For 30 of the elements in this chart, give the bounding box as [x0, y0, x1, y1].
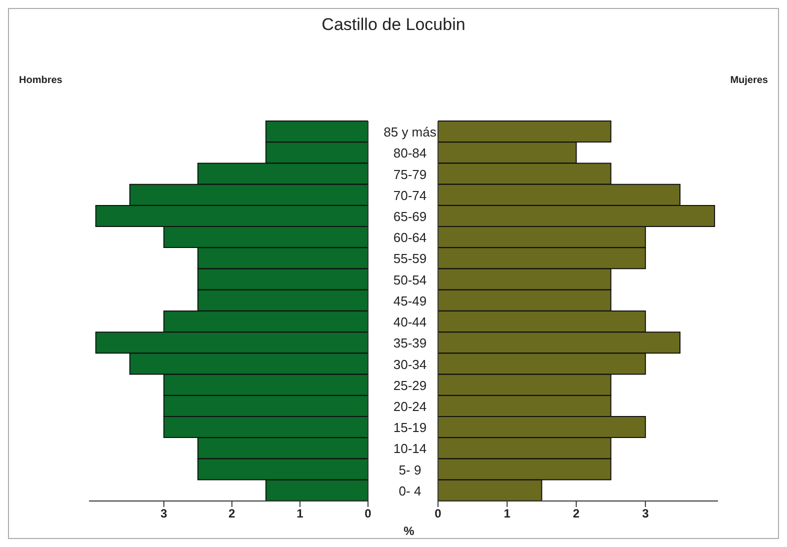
- y-tick-label: 5- 9: [398, 462, 422, 478]
- y-tick-label: 50-54: [393, 272, 427, 288]
- x-tick-label: 2: [572, 506, 580, 521]
- x-tick-label: 2: [228, 506, 236, 521]
- x-axis-title: %: [402, 524, 416, 538]
- y-tick-label: 45-49: [393, 293, 427, 308]
- y-tick-label: 25-29: [393, 378, 427, 393]
- x-tick-label: 0: [364, 506, 372, 521]
- y-tick-label: 85 y más: [384, 124, 437, 140]
- x-tick-label: 1: [296, 506, 304, 521]
- y-tick-label: 70-74: [393, 188, 427, 203]
- x-tick-label: 0: [434, 506, 442, 521]
- x-tick-label: 3: [642, 506, 650, 521]
- text: Hombres: [19, 75, 62, 86]
- y-tick-label: 55-59: [393, 251, 427, 266]
- y-tick-label: 75-79: [393, 166, 427, 182]
- y-tick-label: 60-64: [393, 230, 427, 246]
- x-tick-label: 3: [160, 506, 168, 521]
- y-tick-label: 30-34: [393, 356, 427, 372]
- chart-title: Castillo de Locubin: [320, 15, 466, 35]
- y-tick-label: 10-14: [393, 441, 427, 456]
- x-tick-label: 1: [504, 506, 511, 521]
- text: Mujeres: [730, 75, 768, 86]
- y-tick-label: 20-24: [393, 399, 427, 414]
- y-tick-label: 0- 4: [398, 483, 422, 498]
- y-tick-label: 35-39: [393, 336, 427, 351]
- y-tick-label: 15-19: [393, 420, 427, 436]
- y-tick-label: 40-44: [393, 314, 427, 330]
- y-tick-label: 80-84: [393, 146, 427, 161]
- y-tick-label: 65-69: [393, 209, 427, 224]
